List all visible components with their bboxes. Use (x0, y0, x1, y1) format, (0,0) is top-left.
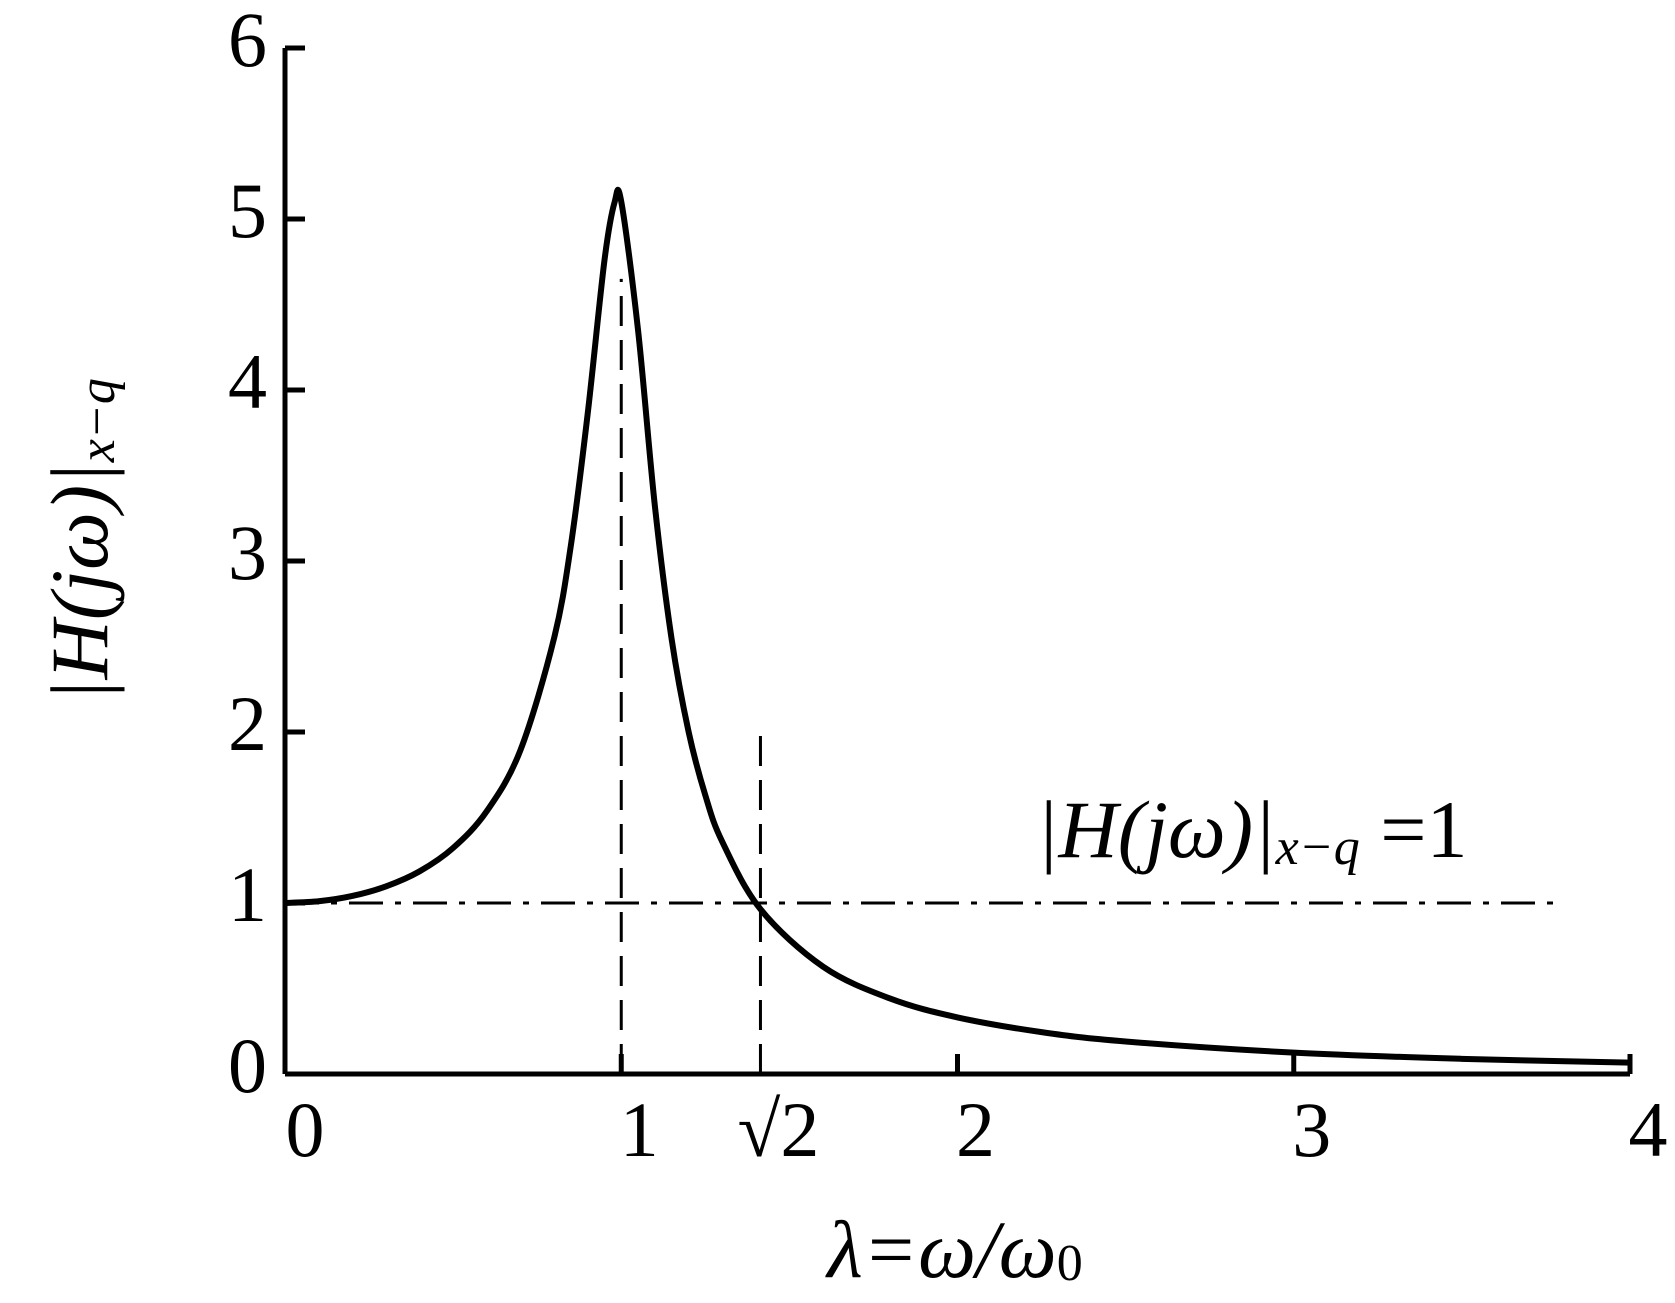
x-tick-label: 0 (286, 1086, 325, 1173)
y-axis-label-main: |H(jω)| (34, 462, 125, 702)
x-tick-label: 1 (620, 1086, 659, 1173)
y-tick-label: 1 (228, 851, 267, 938)
y-tick-label: 6 (228, 0, 267, 83)
line (284, 186, 1631, 1066)
y-tick-label: 0 (228, 1022, 267, 1109)
y-tick-label: 2 (228, 680, 267, 767)
annotation: |H(jω)|x−q =1 (1036, 784, 1468, 876)
x-axis-label-main: λ=ω/ω (825, 1204, 1056, 1295)
x-axis-label: λ=ω/ω0 (825, 1204, 1082, 1295)
annotation-suffix: =1 (1360, 784, 1468, 875)
y-tick-label: 5 (228, 167, 267, 254)
y-axis-label-sub: x−q (69, 378, 126, 463)
x-tick-label: 3 (1292, 1086, 1331, 1173)
x-tick-label: √2 (738, 1086, 820, 1173)
y-axis-label: |H(jω)|x−q (34, 378, 126, 702)
annotation-sub: x−q (1275, 819, 1360, 876)
y-tick-label: 4 (228, 338, 267, 425)
annotation-main: |H(jω)| (1036, 784, 1276, 875)
y-tick-label: 3 (228, 509, 267, 596)
x-tick-label: 2 (956, 1086, 995, 1173)
x-tick-label: 4 (1629, 1086, 1668, 1173)
x-axis-label-sub: 0 (1057, 1235, 1083, 1292)
